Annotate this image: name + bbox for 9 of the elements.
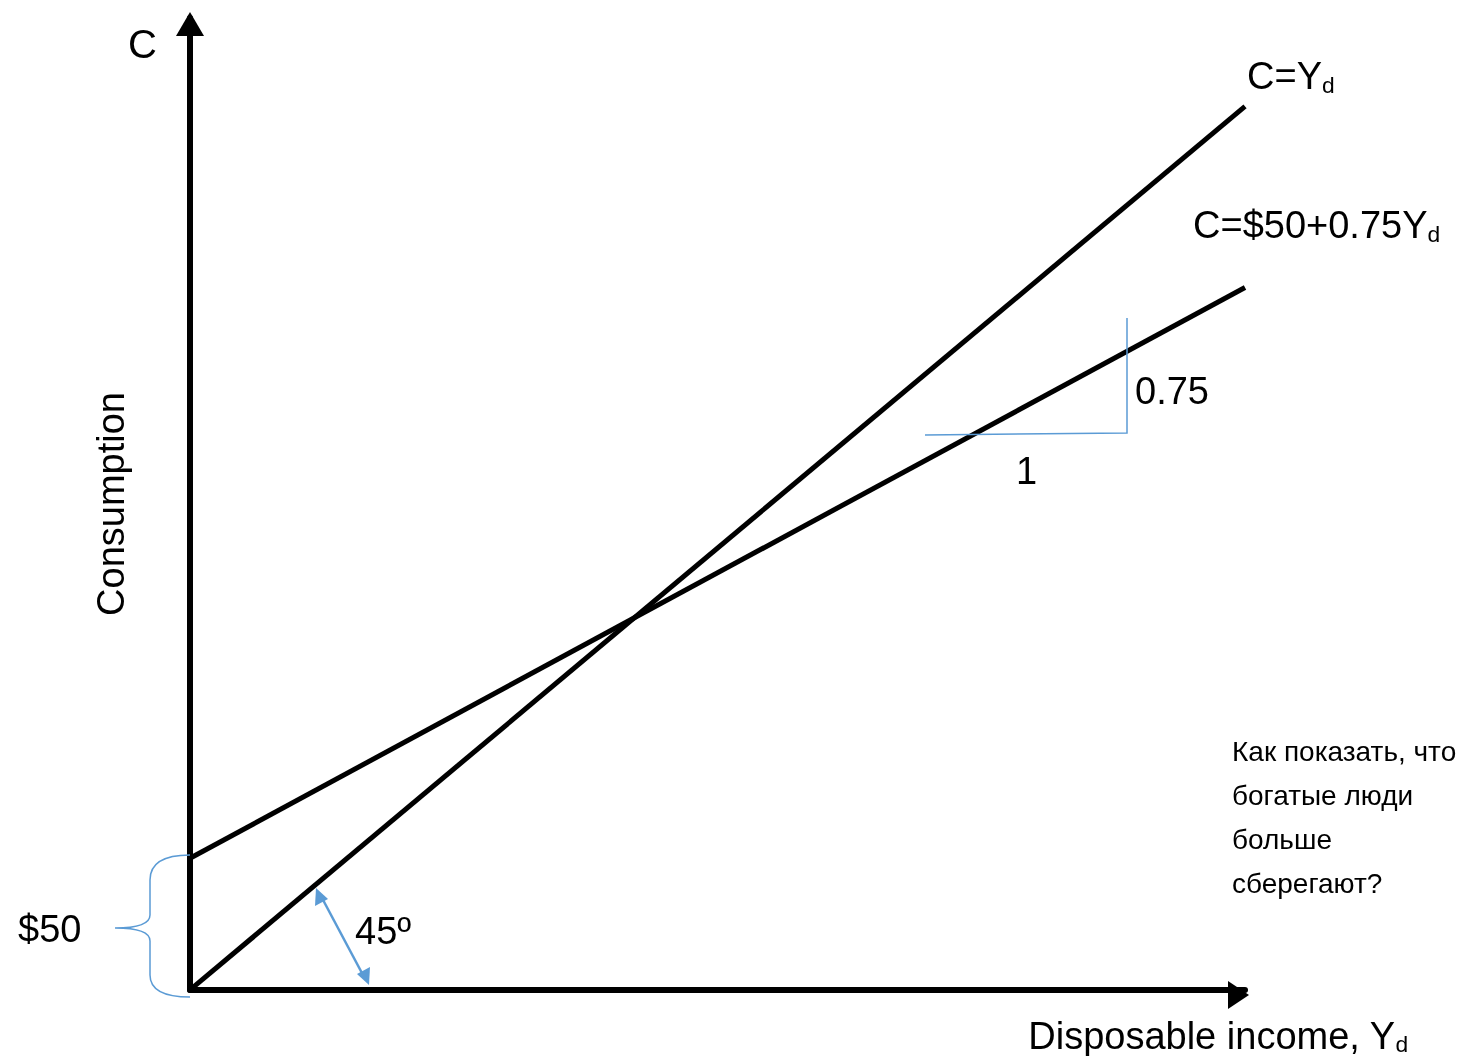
annotation: $50 (18, 908, 82, 950)
series-label: C=$50+0.75Yd (1193, 204, 1441, 247)
series-label: C=Yd (1247, 55, 1335, 98)
annotation: Как показать, что богатые люди больше сберегают? (1232, 735, 1458, 901)
annotation: 1 (1016, 450, 1038, 492)
annotation: 45º (355, 910, 412, 952)
text: C (128, 22, 157, 66)
annotation: 0.75 (1135, 370, 1209, 412)
y-axis-title: Consumption (90, 392, 132, 616)
